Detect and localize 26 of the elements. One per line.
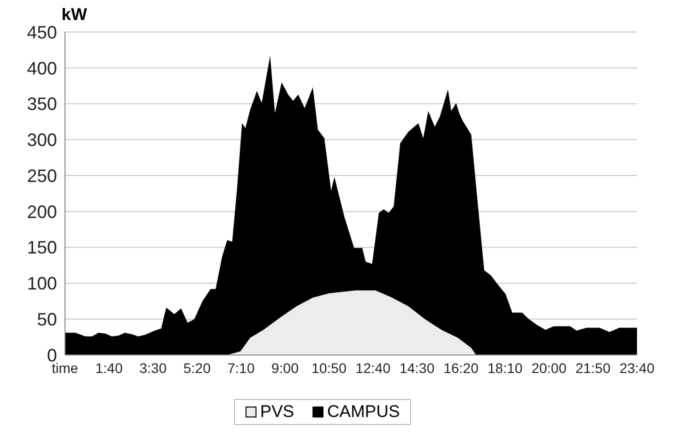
x-tick-label: 14:30 [399,360,435,376]
y-tick-label: 0 [46,345,57,366]
x-tick-label: 9:00 [271,360,299,376]
x-tick-label: 23:40 [619,360,655,376]
y-tick-label: 300 [26,130,57,150]
x-tick-label: 12:40 [355,360,391,376]
y-tick-label: 250 [26,166,57,186]
x-tick-label: 16:20 [443,360,479,376]
y-axis-title: kW [62,5,88,24]
x-tick-label: 5:20 [183,360,211,376]
legend-label: PVS [259,402,294,422]
x-tick-label: 7:10 [227,360,255,376]
y-tick-label: 450 [26,22,57,42]
y-tick-label: 50 [36,310,57,330]
x-tick-label: 1:40 [95,360,123,376]
x-tick-label: 21:50 [575,360,611,376]
y-tick-label: 400 [26,58,57,78]
x-tick-label: 18:10 [487,360,523,376]
y-tick-label: 350 [26,94,57,114]
x-tick-label: 3:30 [139,360,167,376]
legend-label: CAMPUS [326,402,400,422]
y-tick-label: 150 [26,238,57,258]
y-tick-label: 200 [26,202,57,222]
x-tick-label: 10:50 [311,360,347,376]
y-tick-label: 100 [26,274,57,294]
x-tick-label: 20:00 [531,360,567,376]
